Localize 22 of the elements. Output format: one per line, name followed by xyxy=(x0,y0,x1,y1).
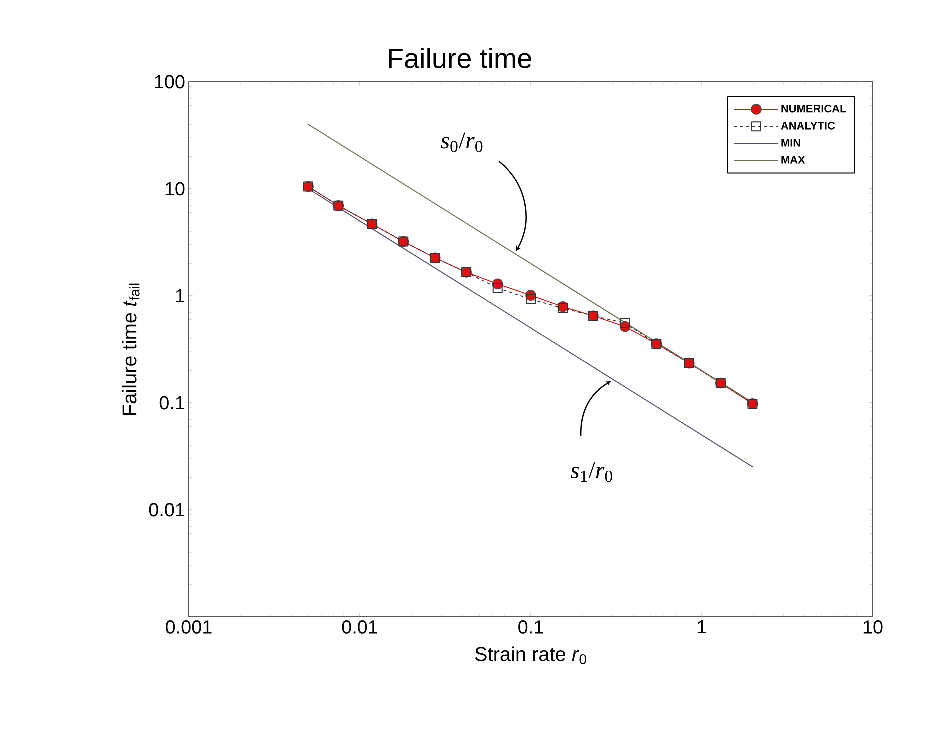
legend-label: ANALYTIC xyxy=(781,122,836,130)
legend-label: MIN xyxy=(782,139,800,147)
y-tick-label: 100 xyxy=(155,75,185,89)
y-tick-label: 0.1 xyxy=(160,396,185,410)
point xyxy=(492,283,503,294)
x-tick-label: 0.01 xyxy=(342,620,378,634)
annotation: s$_{0}$/r$_{0}$ xyxy=(441,132,483,152)
x-axis-title: Strain rate r$_{0}$ xyxy=(475,646,586,664)
chart-title: Failure time xyxy=(389,48,532,68)
y-tick-label: 0.01 xyxy=(149,503,185,517)
y-axis-title: Failure time t$_{fail}$ xyxy=(122,284,140,415)
x-tick-label: 1 xyxy=(698,620,706,634)
x-tick-label: 0.001 xyxy=(166,620,212,634)
y-tick-label: 1 xyxy=(176,289,185,303)
legend-label: NUMERICAL xyxy=(782,104,846,113)
x-tick-label: 0.1 xyxy=(518,620,544,634)
point xyxy=(526,294,536,304)
legend-label: MAX xyxy=(782,156,806,164)
annotation: s$_{1}$/r$_{0}$ xyxy=(570,462,612,482)
y-tick-label: 10 xyxy=(166,182,185,196)
point xyxy=(620,318,630,328)
x-tick-label: 10 xyxy=(864,620,883,634)
